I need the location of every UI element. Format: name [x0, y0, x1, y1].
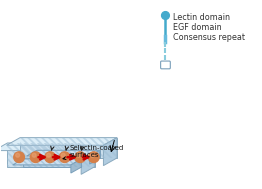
Polygon shape: [73, 150, 83, 158]
Polygon shape: [23, 143, 50, 167]
Polygon shape: [91, 150, 102, 158]
Polygon shape: [3, 143, 30, 167]
Polygon shape: [0, 138, 23, 158]
Text: Lectin domain: Lectin domain: [173, 13, 230, 22]
Polygon shape: [43, 143, 70, 167]
Polygon shape: [0, 143, 3, 167]
Polygon shape: [10, 143, 37, 167]
Polygon shape: [96, 138, 120, 158]
Circle shape: [59, 152, 70, 163]
Polygon shape: [47, 150, 58, 158]
Circle shape: [90, 153, 94, 157]
Circle shape: [45, 152, 56, 163]
Polygon shape: [77, 143, 104, 167]
Polygon shape: [0, 143, 95, 151]
Polygon shape: [85, 150, 96, 158]
Circle shape: [162, 12, 169, 19]
Polygon shape: [50, 143, 77, 167]
Polygon shape: [35, 150, 45, 158]
Polygon shape: [21, 159, 31, 167]
Polygon shape: [37, 150, 100, 158]
Polygon shape: [8, 143, 95, 167]
Polygon shape: [30, 143, 57, 167]
Polygon shape: [37, 150, 100, 158]
Polygon shape: [13, 159, 81, 165]
Polygon shape: [53, 150, 64, 158]
Polygon shape: [17, 143, 43, 167]
Polygon shape: [7, 138, 117, 145]
Polygon shape: [28, 150, 39, 158]
Polygon shape: [23, 159, 81, 167]
Polygon shape: [32, 159, 43, 167]
FancyBboxPatch shape: [161, 61, 170, 69]
Polygon shape: [38, 159, 49, 167]
Polygon shape: [37, 143, 64, 167]
Polygon shape: [98, 150, 108, 158]
Polygon shape: [22, 150, 33, 158]
Text: EGF domain: EGF domain: [173, 23, 222, 32]
Polygon shape: [0, 143, 17, 167]
Polygon shape: [66, 150, 77, 158]
Polygon shape: [44, 159, 54, 167]
Polygon shape: [0, 138, 16, 158]
Polygon shape: [13, 138, 37, 158]
Polygon shape: [20, 138, 43, 158]
Circle shape: [30, 152, 41, 163]
Text: Selectin-coated
surfaces: Selectin-coated surfaces: [63, 145, 124, 160]
Polygon shape: [26, 159, 37, 167]
Polygon shape: [34, 138, 57, 158]
Polygon shape: [20, 138, 117, 158]
Polygon shape: [54, 138, 78, 158]
Circle shape: [88, 152, 99, 163]
Polygon shape: [68, 138, 92, 158]
Polygon shape: [61, 159, 72, 167]
Polygon shape: [67, 159, 78, 167]
Polygon shape: [81, 143, 95, 174]
Text: Consensus repeat: Consensus repeat: [173, 33, 245, 42]
Polygon shape: [41, 150, 52, 158]
Polygon shape: [0, 143, 10, 167]
Polygon shape: [6, 138, 30, 158]
Polygon shape: [50, 159, 60, 167]
Polygon shape: [79, 150, 90, 158]
Circle shape: [14, 152, 24, 163]
Polygon shape: [48, 138, 71, 158]
Polygon shape: [56, 159, 66, 167]
Polygon shape: [75, 138, 99, 158]
Polygon shape: [62, 138, 85, 158]
Circle shape: [16, 153, 20, 157]
Polygon shape: [90, 150, 100, 164]
Polygon shape: [103, 138, 117, 166]
Circle shape: [47, 153, 51, 157]
Polygon shape: [41, 138, 64, 158]
Polygon shape: [0, 143, 24, 167]
Circle shape: [32, 153, 36, 157]
Polygon shape: [27, 150, 100, 156]
Circle shape: [61, 153, 65, 157]
Polygon shape: [82, 138, 106, 158]
Circle shape: [75, 152, 85, 163]
Polygon shape: [27, 138, 50, 158]
Polygon shape: [57, 143, 84, 167]
Circle shape: [77, 153, 81, 157]
Polygon shape: [23, 159, 81, 167]
Polygon shape: [79, 159, 89, 167]
Polygon shape: [103, 138, 127, 158]
Polygon shape: [9, 159, 20, 167]
Polygon shape: [71, 159, 81, 173]
Polygon shape: [64, 143, 91, 167]
Polygon shape: [8, 143, 95, 167]
Polygon shape: [60, 150, 71, 158]
Polygon shape: [70, 143, 97, 167]
Polygon shape: [15, 159, 25, 167]
Polygon shape: [20, 138, 117, 158]
Polygon shape: [89, 138, 113, 158]
Polygon shape: [73, 159, 84, 167]
